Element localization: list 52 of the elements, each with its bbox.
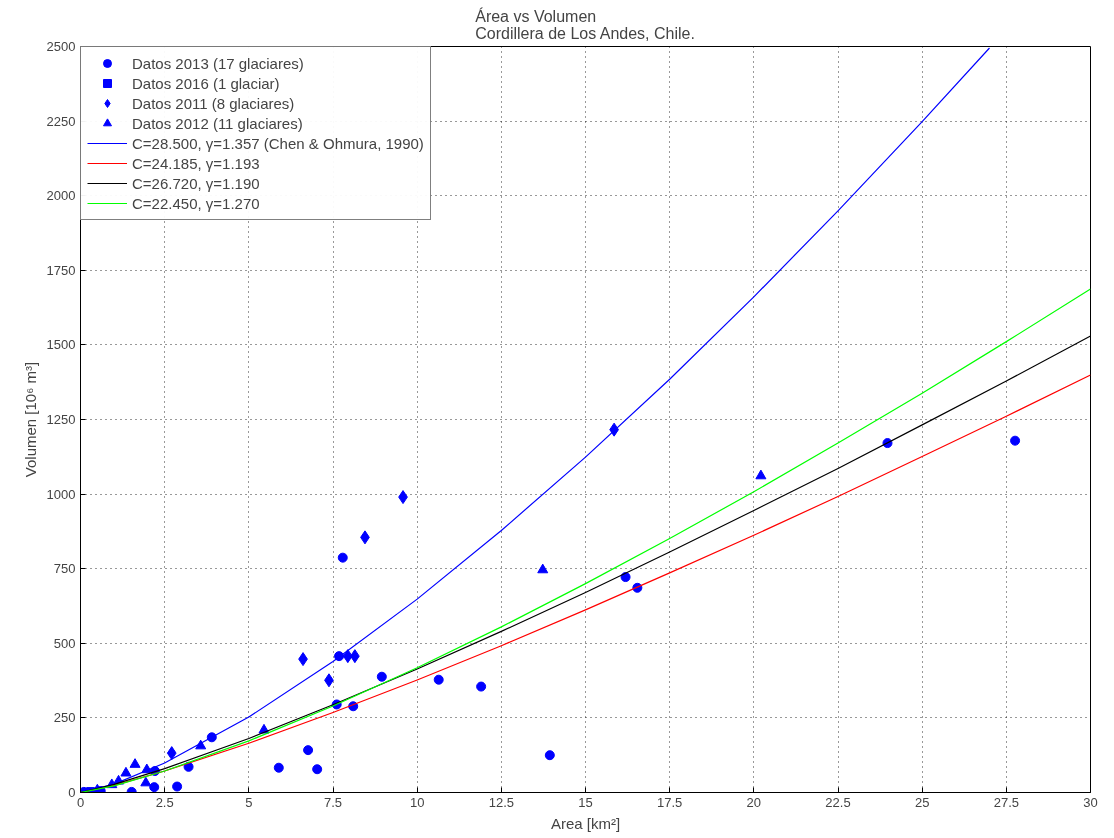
legend-label: C=22.450, γ=1.270 xyxy=(132,194,260,212)
point xyxy=(620,572,631,583)
point xyxy=(166,746,177,761)
x-tick-label: 30 xyxy=(1083,794,1098,810)
point xyxy=(273,762,284,773)
y-axis-title: Volumen [10⁶ m³] xyxy=(21,361,39,478)
x-tick-label: 25 xyxy=(914,794,930,810)
chart-title: Área vs Volumen Cordillera de Los Andes, Chile. xyxy=(475,6,695,42)
point xyxy=(544,750,555,761)
y-tick-label: 1250 xyxy=(46,412,76,427)
x-axis-title: Area [km²] xyxy=(550,814,621,832)
legend-label: Datos 2016 (1 glaciar) xyxy=(132,74,280,92)
point xyxy=(312,764,323,775)
x-tick-label: 17.5 xyxy=(657,794,683,810)
legend-label: Datos 2012 (11 glaciares) xyxy=(132,114,303,132)
y-tick-label: 1000 xyxy=(46,486,76,502)
legend-label: C=28.500, γ=1.357 (Chen & Ohmura, 1990) xyxy=(132,134,424,152)
x-tick-label: 2.5 xyxy=(155,794,174,810)
y-tick-label: 1500 xyxy=(46,337,76,353)
legend-label: Datos 2011 (8 glaciares) xyxy=(132,94,295,112)
point xyxy=(342,649,353,664)
point xyxy=(537,563,549,574)
point xyxy=(303,745,314,756)
point xyxy=(149,782,160,793)
x-tick-label: 27.5 xyxy=(993,794,1019,810)
point xyxy=(337,552,348,563)
point xyxy=(140,776,152,787)
point xyxy=(1010,435,1021,446)
legend-label: C=26.720, γ=1.190 xyxy=(132,174,260,192)
y-tick-label: 2250 xyxy=(46,113,76,129)
y-tick-label: 500 xyxy=(53,635,76,651)
x-tick-label: 12.5 xyxy=(488,794,514,810)
point xyxy=(476,681,487,692)
y-tick-label: 2000 xyxy=(46,188,76,204)
x-tick-label: 7.5 xyxy=(323,794,343,810)
x-tick-label: 5 xyxy=(245,794,253,810)
y-tick-label: 750 xyxy=(53,561,76,577)
x-tick-label: 10 xyxy=(409,794,425,810)
x-tick-label: 22.5 xyxy=(825,794,851,810)
x-tick-label: 20 xyxy=(746,794,762,810)
legend-label: C=24.185, γ=1.193 xyxy=(132,154,260,172)
y-tick-label: 1750 xyxy=(46,262,76,278)
legend-label: Datos 2013 (17 glaciares) xyxy=(132,54,304,72)
y-tick-label: 2500 xyxy=(46,39,76,54)
point xyxy=(129,758,141,768)
point xyxy=(172,781,183,792)
point xyxy=(755,469,767,480)
x-tick-label: 15 xyxy=(578,794,593,810)
y-tick-label: 250 xyxy=(53,710,76,726)
point xyxy=(433,674,444,685)
point xyxy=(120,766,132,777)
point xyxy=(376,671,387,682)
